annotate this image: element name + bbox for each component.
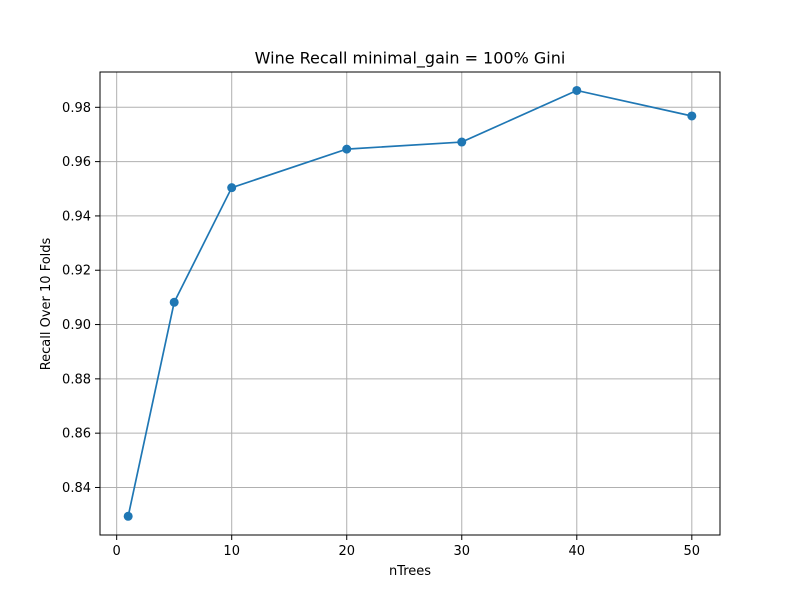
y-tick-label-0.96: 0.96 xyxy=(62,155,91,170)
x-tick-label-10: 10 xyxy=(223,544,240,559)
y-tick-label-0.92: 0.92 xyxy=(62,264,91,279)
x-tick-label-40: 40 xyxy=(569,544,586,559)
y-tick-label-0.84: 0.84 xyxy=(62,481,91,496)
chart-title: Wine Recall minimal_gain = 100% Gini xyxy=(255,49,566,69)
series-layer xyxy=(123,85,697,521)
x-tick-label-0: 0 xyxy=(113,544,121,559)
data-point-0-0 xyxy=(123,511,133,521)
data-point-0-3 xyxy=(342,144,352,154)
data-point-0-6 xyxy=(687,111,697,121)
y-tick-label-0.86: 0.86 xyxy=(62,427,91,442)
x-tick-label-50: 50 xyxy=(684,544,701,559)
plot-frame xyxy=(99,71,721,536)
x-tick-label-20: 20 xyxy=(338,544,355,559)
axis-layer: 0 10 20 30 40 50 0.84 0.86 0.88 0.90 0.92 0.94 0.96 0… xyxy=(62,71,721,559)
y-tick-label-0.94: 0.94 xyxy=(62,209,91,224)
data-point-0-4 xyxy=(457,137,467,147)
data-point-0-1 xyxy=(169,297,179,307)
y-tick-label-0.98: 0.98 xyxy=(62,101,91,116)
series-line-0 xyxy=(127,89,693,517)
y-axis-label: Recall Over 10 Folds xyxy=(39,237,54,370)
y-tick-label-0.88: 0.88 xyxy=(62,372,91,387)
data-point-0-5 xyxy=(572,85,582,95)
x-axis-label: nTrees xyxy=(389,564,431,579)
data-point-0-2 xyxy=(227,183,237,193)
grid-layer xyxy=(100,72,720,535)
x-tick-label-30: 30 xyxy=(453,544,470,559)
y-tick-label-0.90: 0.90 xyxy=(62,318,91,333)
